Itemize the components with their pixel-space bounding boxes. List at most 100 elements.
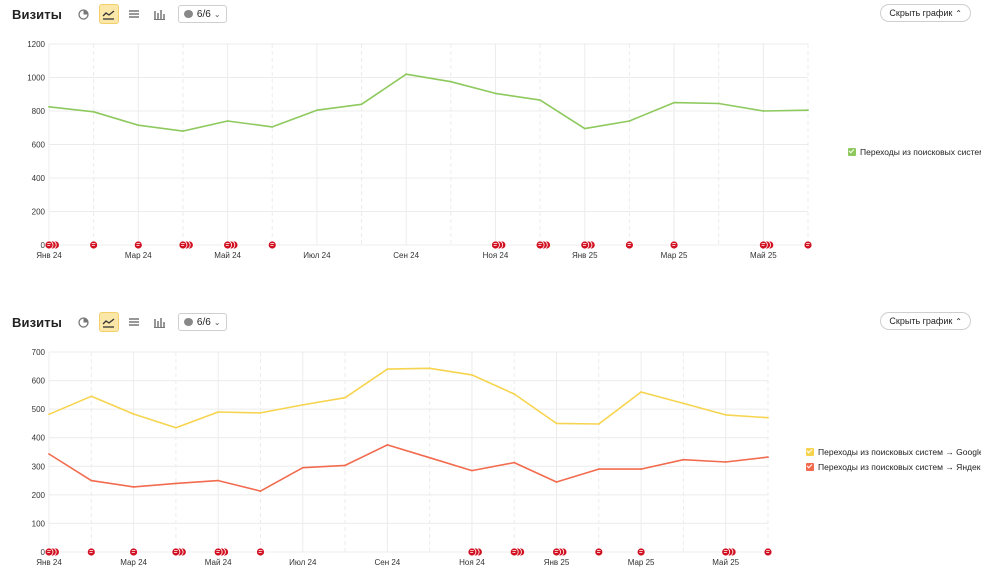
annotations-dropdown[interactable]: 6/6 ⌄ <box>177 313 227 331</box>
annotation-marker <box>491 240 507 250</box>
data-point <box>471 469 473 472</box>
data-point <box>405 73 408 76</box>
annotation-marker <box>256 547 265 557</box>
annotation-marker <box>178 240 194 250</box>
annotation-marker <box>669 240 679 250</box>
annotation-dot <box>491 240 500 250</box>
annotation-marker <box>267 240 277 250</box>
comment-icon <box>216 550 220 553</box>
legend-item[interactable]: Переходы из поисковых систем <box>848 144 981 159</box>
chart-toolbar: Визиты 6/6 ⌄ <box>12 4 227 24</box>
data-point <box>90 479 93 482</box>
data-point <box>762 110 765 112</box>
data-point <box>137 124 140 127</box>
data-point <box>767 416 769 419</box>
annotation-marker <box>223 240 239 250</box>
data-point <box>597 423 600 425</box>
annotation-marker <box>129 547 138 557</box>
y-tick-label: 600 <box>32 141 46 150</box>
annotation-marker <box>636 547 646 557</box>
annotations-dropdown[interactable]: 6/6 ⌄ <box>177 5 227 23</box>
legend-checkbox-icon[interactable] <box>806 462 814 471</box>
annotation-dot <box>129 547 138 557</box>
data-point <box>513 461 516 464</box>
data-point <box>226 120 229 122</box>
data-point <box>428 456 431 459</box>
annotation-marker <box>580 240 596 250</box>
x-tick-label: Янв 24 <box>36 558 62 567</box>
data-point <box>724 461 727 463</box>
annotation-dot <box>636 547 646 557</box>
data-point <box>539 99 542 102</box>
x-tick-label: Янв 24 <box>36 251 62 260</box>
comment-icon <box>131 550 136 553</box>
x-tick-label: Сен 24 <box>393 251 419 260</box>
data-point <box>90 395 93 398</box>
legend-checkbox-icon[interactable] <box>806 447 814 456</box>
annotation-dot <box>178 240 188 250</box>
data-point <box>428 367 431 370</box>
annotation-dot <box>267 240 277 250</box>
comment-icon <box>627 243 632 246</box>
line-chart-icon[interactable] <box>98 312 119 332</box>
annotation-marker <box>721 547 737 557</box>
comment-icon <box>639 550 643 553</box>
data-point <box>92 110 95 113</box>
data-point <box>597 468 600 471</box>
annotation-dot <box>803 240 813 250</box>
comment-icon <box>672 243 676 246</box>
bar-chart-icon[interactable] <box>149 312 169 332</box>
legend-checkbox-icon[interactable] <box>848 147 856 156</box>
y-tick-label: 700 <box>32 348 46 357</box>
hide-chart-label: Скрыть график <box>889 8 953 18</box>
x-tick-label: Мар 24 <box>125 251 152 260</box>
x-tick-label: Май 24 <box>205 558 232 567</box>
chevron-down-icon: ⌄ <box>213 9 221 19</box>
legend-item[interactable]: Переходы из поисковых систем → Яндекс <box>806 459 981 474</box>
x-tick-label: Май 24 <box>214 251 241 260</box>
comment-icon <box>538 243 542 246</box>
chart-title: Визиты <box>12 314 62 330</box>
chart-toolbar: Визиты 6/6 ⌄ <box>12 312 227 332</box>
data-point <box>315 109 318 112</box>
data-point <box>513 393 516 395</box>
chevron-up-icon: ⌃ <box>955 316 962 326</box>
bar-chart-icon[interactable] <box>149 4 169 24</box>
annotation-dot <box>594 547 604 557</box>
line-chart-icon[interactable] <box>98 4 119 24</box>
area-chart-icon[interactable] <box>124 4 144 24</box>
data-point <box>217 411 220 413</box>
comment-icon <box>806 243 810 246</box>
y-tick-label: 1000 <box>27 74 45 83</box>
x-tick-label: Июл 24 <box>289 558 317 567</box>
comment-icon <box>470 550 474 553</box>
hide-chart-button[interactable]: Скрыть график ⌃ <box>880 312 971 330</box>
data-point <box>132 485 135 488</box>
annotation-marker <box>44 547 60 557</box>
area-chart-icon[interactable] <box>124 312 144 332</box>
data-point <box>301 466 304 469</box>
comment-icon <box>582 243 587 246</box>
annotation-dot <box>44 547 54 557</box>
legend-item[interactable]: Переходы из поисковых систем → Google <box>806 444 981 459</box>
annotation-marker <box>44 240 60 250</box>
line-chart: 0 100 200 300 400 500 600 700 Янв 24 Мар 24 Май 24… <box>32 348 773 567</box>
series-line <box>48 73 809 132</box>
x-tick-label: Мар 25 <box>628 558 655 567</box>
data-point <box>640 391 643 393</box>
x-tick-label: Сен 24 <box>374 558 400 567</box>
line-chart: 0 200 400 600 800 1000 1200 Янв 24 Мар 24 Май 24 И… <box>27 40 813 260</box>
y-tick-label: 800 <box>32 107 46 116</box>
annotation-dot <box>89 240 99 250</box>
data-point <box>259 490 262 493</box>
hide-chart-button[interactable]: Скрыть график ⌃ <box>880 4 971 22</box>
data-point <box>271 126 274 128</box>
pie-chart-icon[interactable] <box>74 312 94 332</box>
pie-chart-icon[interactable] <box>74 4 94 24</box>
annotation-marker <box>467 547 483 557</box>
annotation-dot <box>44 240 54 250</box>
chevron-down-icon: ⌄ <box>213 317 221 327</box>
annotation-marker <box>625 240 634 250</box>
comment-icon <box>183 10 193 18</box>
data-point <box>360 103 363 106</box>
